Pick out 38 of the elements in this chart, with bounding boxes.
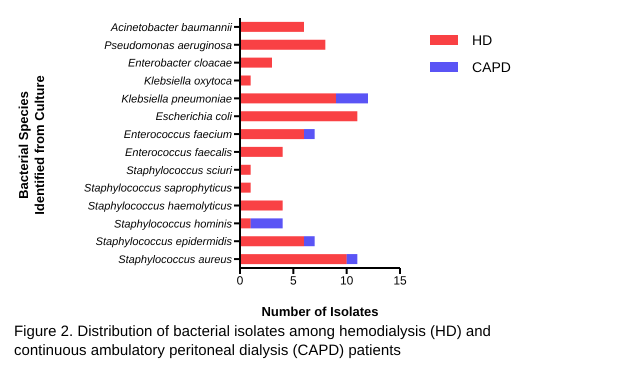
y-tick-label: Enterococcus faecium: [124, 129, 232, 142]
y-tick-label: Enterococcus faecalis: [125, 146, 232, 159]
bar: [240, 200, 283, 210]
y-tick-label: Pseudomonas aeruginosa: [104, 40, 232, 52]
bar: [240, 111, 358, 122]
y-tick-label: Staphylococcus haemolyticus: [88, 200, 232, 212]
bar: [240, 236, 304, 246]
legend-label: HD: [472, 32, 492, 48]
bar: [304, 129, 315, 140]
y-tick-label: Staphylococcus hominis: [114, 218, 232, 230]
bar: [336, 93, 368, 104]
bar: [240, 129, 304, 140]
y-tick-label: Staphylococcus saprophyticus: [84, 182, 232, 195]
y-tick-label: Staphylococcus epidermidis: [96, 236, 232, 248]
bar: [304, 236, 315, 246]
bar: [240, 146, 283, 157]
bar: [346, 254, 358, 264]
x-tick-label: 5: [290, 274, 297, 288]
y-tick-label: Enterobacter cloacae: [128, 58, 232, 70]
bar: [250, 218, 283, 228]
x-tick-label: 10: [340, 274, 354, 288]
caption: Figure 2. Distribution of bacterial isolates among hemodialysis (HD) and continuous ambulatory peritoneal dialysis (CAPD) patients: [14, 322, 492, 360]
y-tick-label: Klebsiella pneumoniae: [121, 93, 232, 106]
y-tick-label: Staphylococcus aureus: [118, 254, 232, 266]
x-tick-label: 15: [393, 274, 407, 288]
x-tick-label: 0: [236, 274, 244, 288]
bar: [240, 254, 347, 264]
y-tick-label: Staphylococcus sciuri: [126, 164, 233, 177]
y-axis-title: Bacterial Species Identified from Culture: [16, 75, 47, 215]
bar: [240, 58, 272, 68]
y-tick-label: Escherichia coli: [156, 111, 233, 124]
y-tick-label: Klebsiella oxytoca: [144, 76, 232, 88]
bar: [240, 22, 304, 32]
bar: [240, 93, 336, 104]
bar: [240, 40, 326, 50]
y-tick-label: Acinetobacter baumannii: [110, 22, 233, 34]
x-axis-title: Number of Isolates: [261, 304, 379, 319]
legend-label: CAPD: [472, 58, 511, 74]
